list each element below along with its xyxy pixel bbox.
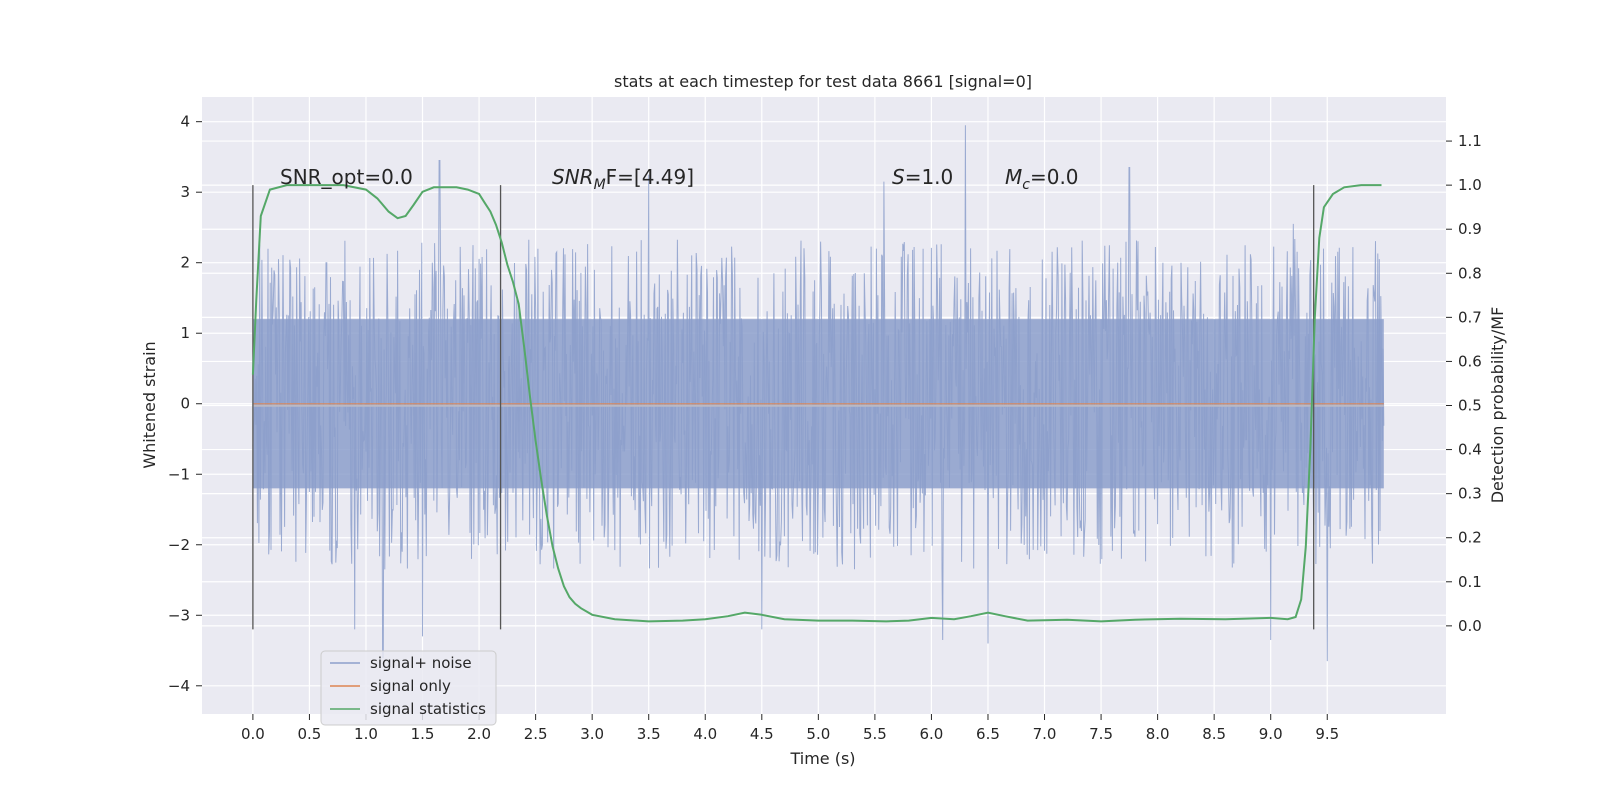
annotation-s-main: S: [892, 165, 905, 189]
y-tick-label: 4: [180, 113, 190, 131]
y-right-axis-ticks: 1.1 1.0 0.9 0.8 0.7 0.6 0.5 0.4 0.3 0.2 0.1 0.0: [1446, 132, 1482, 635]
annotation-mc-rest: =0.0: [1030, 165, 1079, 189]
x-tick-label: 5.0: [806, 725, 830, 743]
legend-label-statistics: signal statistics: [370, 700, 486, 718]
annotation-s-rest: =1.0: [905, 165, 954, 189]
y-right-tick-label: 0.1: [1458, 573, 1482, 591]
x-tick-label: 2.0: [467, 725, 491, 743]
annotation-snr-mf-rest: F=[4.49]: [606, 165, 694, 189]
signal-only-series: [252, 402, 1384, 407]
vertical-markers: [252, 185, 1315, 630]
y-right-tick-label: 0.2: [1458, 529, 1482, 547]
y-tick-label: 1: [180, 324, 190, 342]
x-axis-ticks: 0.0 0.5 1.0 1.5 2.0 2.5 3.0 3.5 4.0 4.5 5.0 5.5 6.0 6…: [241, 714, 1339, 743]
y-right-tick-label: 0.5: [1458, 397, 1482, 415]
x-tick-label: 9.0: [1259, 725, 1283, 743]
series-signal-statistics: [251, 184, 1382, 623]
annotation-snr-mf-main: SNR: [552, 165, 594, 189]
x-tick-label: 0.5: [298, 725, 322, 743]
y-tick-label: −1: [168, 465, 190, 483]
annotation-mc-main: M: [1005, 165, 1022, 189]
x-tick-label: 1.0: [354, 725, 378, 743]
y-tick-label: 3: [180, 183, 190, 201]
annotation-snr-mf-sub: M: [594, 177, 606, 193]
y-right-tick-label: 1.0: [1458, 176, 1482, 194]
y-tick-label: −3: [168, 606, 190, 624]
annotation-snr-opt: SNR_opt=0.0: [280, 165, 413, 189]
x-tick-label: 6.5: [976, 725, 1000, 743]
y-right-tick-label: 0.8: [1458, 264, 1482, 282]
legend-label-signal: signal only: [370, 677, 451, 695]
x-tick-label: 3.0: [580, 725, 604, 743]
annotation-snr-mf: SNRMF=[4.49]: [552, 165, 694, 193]
annotation-mc-sub: c: [1022, 177, 1030, 193]
y-axis-label: Whitened strain: [140, 341, 159, 468]
x-tick-label: 2.5: [524, 725, 548, 743]
x-tick-label: 6.0: [920, 725, 944, 743]
x-tick-label: 7.0: [1033, 725, 1057, 743]
y-right-tick-label: 0.4: [1458, 441, 1482, 459]
y-tick-label: 2: [180, 254, 190, 272]
x-tick-label: 4.5: [750, 725, 774, 743]
chart-title: stats at each timestep for test data 866…: [614, 72, 1032, 91]
x-tick-label: 3.5: [637, 725, 661, 743]
y-tick-label: −2: [168, 536, 190, 554]
x-tick-label: 8.0: [1146, 725, 1170, 743]
x-axis-label: Time (s): [789, 749, 855, 768]
annotation-s: S=1.0: [892, 165, 953, 189]
x-tick-label: 9.5: [1315, 725, 1339, 743]
legend-label-noise: signal+ noise: [370, 654, 472, 672]
y-axis-ticks: 4 3 2 1 0 −1 −2 −3 −4: [168, 113, 202, 695]
x-tick-label: 4.0: [693, 725, 717, 743]
annotation-mc: Mc=0.0: [1005, 165, 1079, 193]
x-tick-label: 1.5: [411, 725, 435, 743]
x-tick-label: 0.0: [241, 725, 265, 743]
statistics-series: [251, 184, 1382, 623]
y-right-tick-label: 0.0: [1458, 617, 1482, 635]
y-right-axis-label: Detection probability/MF: [1488, 307, 1507, 504]
x-tick-label: 8.5: [1202, 725, 1226, 743]
y-right-tick-label: 1.1: [1458, 132, 1482, 150]
legend: signal+ noise signal only signal statist…: [320, 650, 497, 726]
y-tick-label: 0: [180, 395, 190, 413]
x-tick-label: 7.5: [1089, 725, 1113, 743]
legend-box: [320, 650, 497, 726]
y-right-tick-label: 0.3: [1458, 485, 1482, 503]
y-right-tick-label: 0.6: [1458, 352, 1482, 370]
y-right-tick-label: 0.7: [1458, 308, 1482, 326]
x-tick-label: 5.5: [863, 725, 887, 743]
y-tick-label: −4: [168, 677, 190, 695]
y-right-tick-label: 0.9: [1458, 220, 1482, 238]
